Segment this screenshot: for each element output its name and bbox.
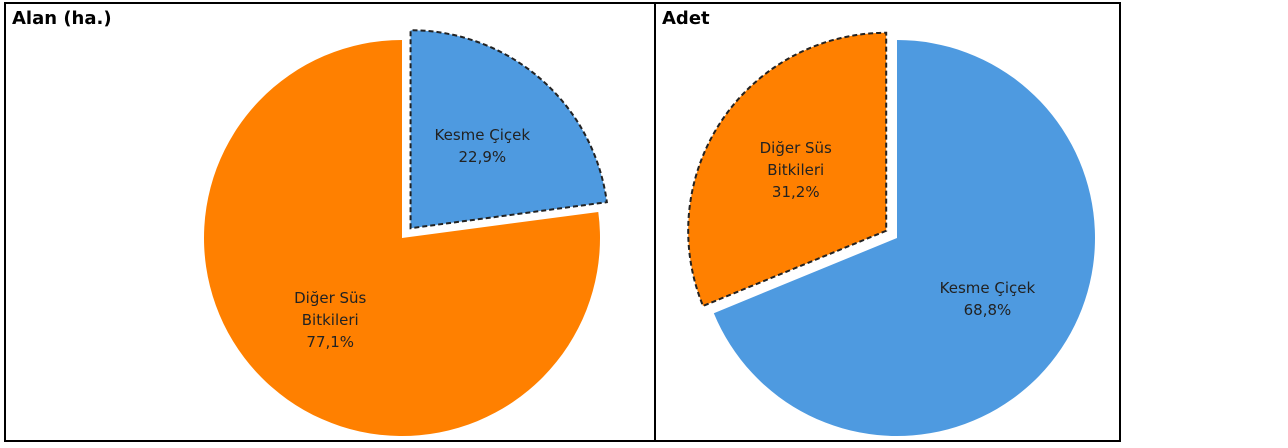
chart-title: Adet — [662, 8, 710, 29]
slice-category: Diğer Süs Bitkileri — [759, 139, 832, 180]
frame — [4, 2, 1121, 442]
slice-label: Kesme Çiçek 22,9% — [432, 124, 532, 168]
slice-label: Diğer Süs Bitkileri 31,2% — [746, 137, 846, 203]
slice-label: Diğer Süs Bitkileri 77,1% — [280, 287, 380, 353]
slice-value: 77,1% — [306, 332, 355, 351]
chart-title: Alan (ha.) — [12, 8, 112, 29]
slice-category: Kesme Çiçek — [434, 126, 531, 145]
slice-category: Kesme Çiçek — [939, 278, 1036, 297]
pie-slice — [713, 40, 1095, 436]
slice-category: Diğer Süs Bitkileri — [294, 288, 367, 329]
pie-slice — [203, 40, 600, 436]
slice-label: Kesme Çiçek 68,8% — [937, 277, 1037, 321]
slice-value: 22,9% — [458, 148, 507, 167]
pie-slice — [409, 29, 608, 230]
pie-slice — [687, 31, 888, 308]
slice-value: 31,2% — [771, 183, 820, 202]
slice-value: 68,8% — [963, 300, 1012, 319]
